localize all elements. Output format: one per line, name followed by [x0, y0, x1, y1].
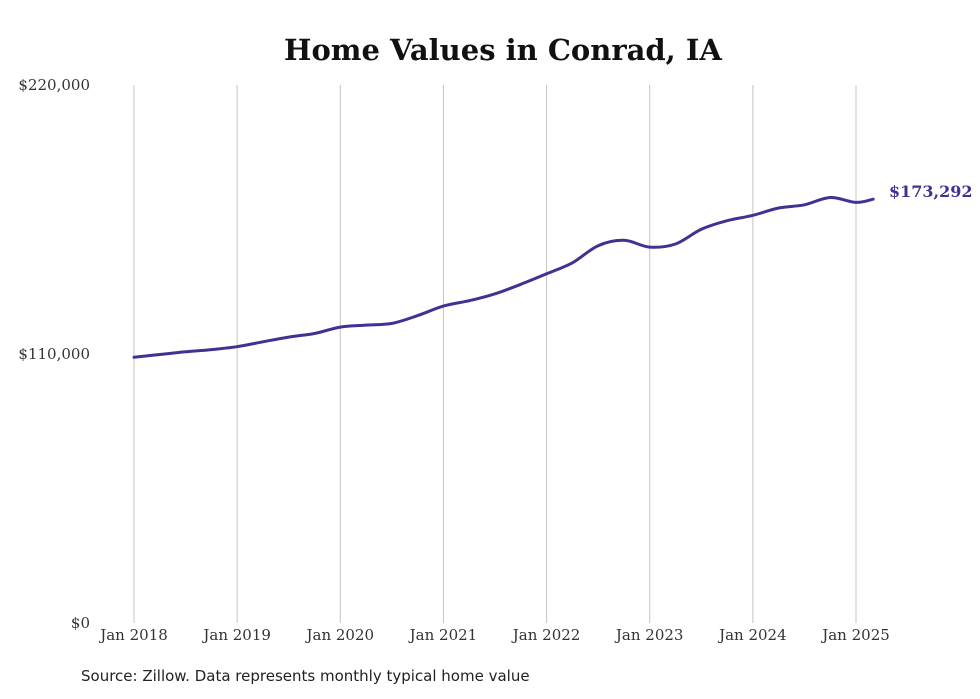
- x-tick-label: Jan 2022: [511, 626, 581, 644]
- x-axis-ticks: Jan 2018 Jan 2019 Jan 2020 Jan 2021 Jan 2022…: [98, 626, 890, 644]
- x-tick-label: Jan 2021: [408, 626, 478, 644]
- x-tick-label: Jan 2020: [305, 626, 375, 644]
- x-tick-label: Jan 2024: [717, 626, 787, 644]
- vertical-gridlines: [133, 85, 857, 623]
- x-tick-label: Jan 2019: [201, 626, 271, 644]
- y-axis-ticks: $0 $110,000 $220,000: [18, 76, 90, 632]
- y-tick-label: $110,000: [18, 345, 90, 363]
- source-note: Source: Zillow. Data represents monthly …: [81, 667, 530, 685]
- y-tick-label: $220,000: [18, 76, 90, 94]
- x-tick-label: Jan 2018: [98, 626, 168, 644]
- series-line: [132, 195, 875, 359]
- chart-title: Home Values in Conrad, IA: [284, 33, 722, 67]
- x-tick-label: Jan 2025: [820, 626, 890, 644]
- series-group: [132, 195, 875, 359]
- y-tick-label: $0: [71, 614, 90, 632]
- end-value-label: $173,292: [889, 182, 973, 201]
- x-tick-label: Jan 2023: [614, 626, 684, 644]
